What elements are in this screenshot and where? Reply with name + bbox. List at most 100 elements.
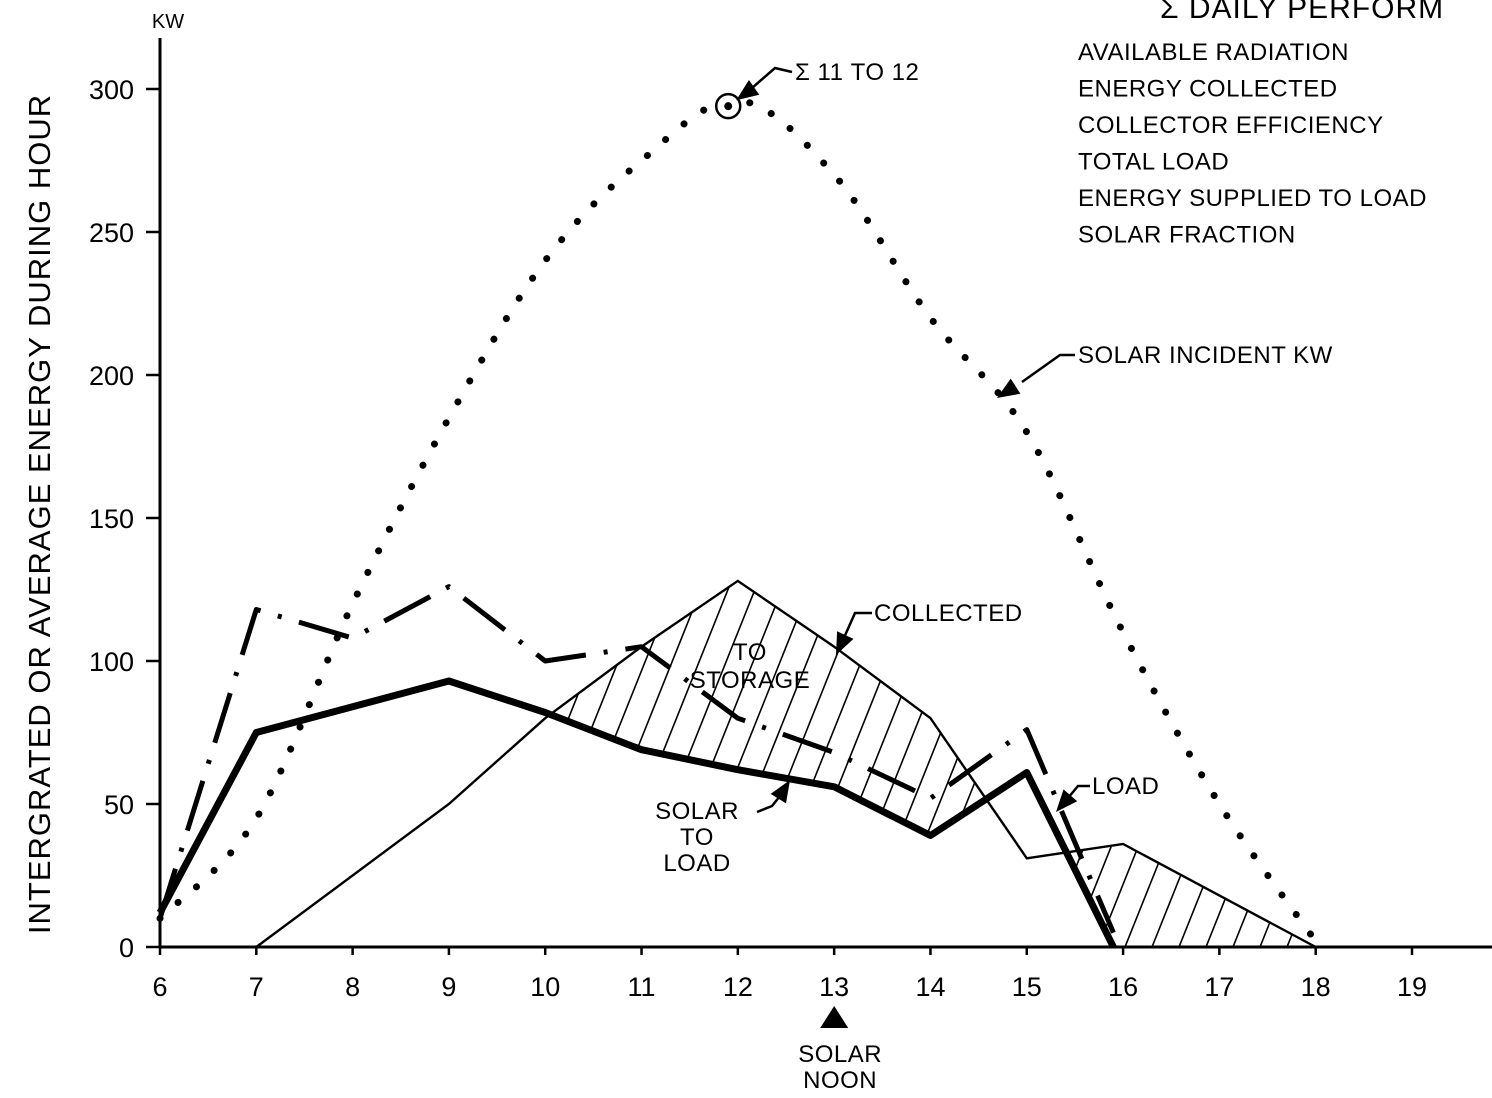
storage-hatch-region	[0, 0, 1492, 967]
hatch-line	[576, 580, 978, 947]
load-leader	[1067, 784, 1090, 799]
peak-arrow-head	[736, 80, 760, 101]
peak-marker-dot	[724, 102, 733, 111]
hatch-line	[1197, 580, 1316, 947]
hatch-line	[1305, 580, 1316, 947]
hatch-line	[738, 580, 1140, 947]
solar-to-load-arrow-head	[770, 780, 790, 804]
hatch-line	[279, 580, 681, 947]
x-tick-label: 15	[1012, 972, 1042, 1002]
hatch-line	[1468, 0, 1492, 967]
hatch-line	[792, 580, 1194, 947]
y-tick-label: 150	[89, 504, 134, 534]
hatch-line	[0, 0, 140, 967]
load-line	[157, 584, 1116, 934]
hatch-line	[256, 580, 600, 947]
legend-item: SOLAR FRACTION	[1078, 222, 1296, 249]
hatch-line	[873, 580, 1275, 947]
legend-item: TOTAL LOAD	[1078, 149, 1229, 176]
y-tick-label: 300	[89, 75, 134, 105]
solar-incident-label: SOLAR INCIDENT KW	[1078, 342, 1333, 369]
chart-title: Σ DAILY PERFORM	[1160, 0, 1444, 25]
peak-label: Σ 11 TO 12	[795, 59, 919, 86]
y-tick-label: 100	[89, 647, 134, 677]
hatch-line	[1387, 0, 1492, 967]
hatch-line	[954, 580, 1316, 947]
hatch-line	[1278, 580, 1316, 947]
x-tick-label: 17	[1204, 972, 1234, 1002]
hatch-line	[1089, 580, 1316, 947]
solar-to-load-label: SOLAR	[655, 798, 739, 825]
y-tick-label: 50	[104, 790, 134, 820]
hatch-line	[1441, 0, 1492, 967]
hatch-line	[306, 580, 708, 947]
hatch-line	[819, 580, 1221, 947]
hatch-line	[846, 580, 1248, 947]
solar-incident-leader	[1021, 353, 1075, 384]
hatch-line	[1333, 0, 1492, 967]
hatch-line	[256, 580, 438, 947]
legend-item: AVAILABLE RADIATION	[1078, 39, 1349, 66]
x-tick-label: 13	[819, 972, 849, 1002]
y-tick-label: 250	[89, 218, 134, 248]
solar-to-load-line	[156, 677, 1117, 949]
x-tick-label: 12	[723, 972, 753, 1002]
hatch-line	[256, 580, 492, 947]
load-label: LOAD	[1092, 773, 1159, 800]
solar-to-load-leader	[756, 795, 781, 814]
hatch-line	[256, 580, 519, 947]
x-tick-label: 18	[1301, 972, 1331, 1002]
hatch-line	[900, 580, 1302, 947]
legend-item: ENERGY COLLECTED	[1078, 76, 1338, 103]
hatch-line	[684, 580, 1086, 947]
text-labels: 0 50 100 150 200 250 300 6 7 8 9 10 11 12 13 14 15 16 17 18…	[22, 0, 1444, 1094]
x-tick-label: 19	[1397, 972, 1427, 1002]
x-tick-label: 9	[441, 972, 456, 1002]
solar-noon-label: NOON	[803, 1067, 877, 1093]
hatch-line	[0, 0, 5, 967]
hatch-line	[1116, 580, 1316, 947]
solar-to-load-label: LOAD	[663, 850, 730, 877]
hatch-line	[1251, 580, 1316, 947]
solar-noon-marker	[820, 1006, 849, 1028]
to-storage-label: TO	[733, 639, 767, 666]
x-tick-label: 11	[628, 972, 656, 1002]
hatch-line	[441, 580, 843, 947]
hatch-line	[1035, 580, 1316, 947]
hatch-line	[414, 580, 816, 947]
axes	[146, 38, 1492, 955]
hatch-line	[1224, 580, 1316, 947]
hatch-line	[1360, 0, 1492, 967]
collected-arrow-head	[836, 631, 854, 655]
hatch-line	[1414, 0, 1492, 967]
hatch-line	[981, 580, 1316, 947]
y-axis-title: INTERGRATED OR AVERAGE ENERGY DURING HOU…	[22, 94, 57, 934]
storage-hatch-inner	[0, 0, 1492, 967]
hatch-line	[256, 580, 573, 947]
solar-noon-label: SOLAR	[798, 1041, 882, 1068]
hatch-line	[1062, 580, 1316, 947]
hatch-line	[1143, 580, 1316, 947]
collected-line	[255, 579, 1317, 949]
peak-leader	[751, 66, 793, 89]
legend-item: COLLECTOR EFFICIENCY	[1078, 112, 1384, 139]
hatch-line	[927, 580, 1316, 947]
x-tick-label: 16	[1108, 972, 1138, 1002]
solar-to-load-label: TO	[680, 824, 714, 851]
collected-leader	[841, 611, 872, 641]
y-tick-label: 200	[89, 361, 134, 391]
hatch-line	[1008, 580, 1316, 947]
hatch-line	[549, 580, 951, 947]
y-tick-label: 0	[119, 933, 134, 963]
x-tick-label: 10	[530, 972, 560, 1002]
hatch-line	[765, 580, 1167, 947]
solar-incident-arrow-head	[997, 378, 1021, 398]
legend-item: ENERGY SUPPLIED TO LOAD	[1078, 185, 1427, 212]
x-tick-label: 14	[915, 972, 945, 1002]
load-arrow-head	[1056, 789, 1078, 812]
y-unit-label: KW	[152, 11, 184, 33]
x-tick-label: 7	[249, 972, 264, 1002]
hatch-line	[1170, 580, 1316, 947]
collected-label: COLLECTED	[874, 600, 1023, 627]
